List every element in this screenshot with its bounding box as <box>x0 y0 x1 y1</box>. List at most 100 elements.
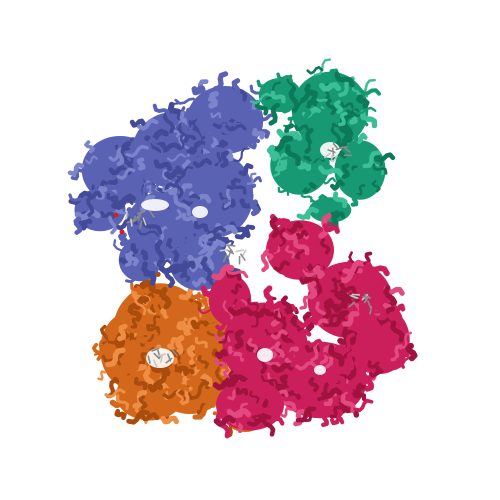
crimson-helix <box>293 238 310 256</box>
green-helix <box>310 166 322 186</box>
crimson-helix <box>214 357 226 369</box>
green-helix <box>356 93 370 109</box>
crimson-helix <box>222 374 247 388</box>
orange-helix <box>192 354 202 370</box>
blue-helix <box>116 167 136 180</box>
blue-helix <box>174 177 184 199</box>
crimson-helix <box>286 221 304 234</box>
crimson-helix <box>392 303 406 313</box>
blue-helix <box>178 133 187 151</box>
chain-green <box>249 58 396 231</box>
blue-helix <box>185 228 208 234</box>
green-helix <box>276 72 293 83</box>
blue-helix <box>173 194 191 217</box>
orange-helix <box>93 338 107 356</box>
green-helix <box>360 109 378 129</box>
green-helix <box>270 135 294 153</box>
crimson-helix <box>390 320 405 343</box>
blue-helix <box>248 137 261 150</box>
green-helix <box>266 144 280 162</box>
blue-helix <box>224 147 235 162</box>
orange-helix <box>160 415 179 425</box>
blue-helix <box>136 229 160 237</box>
blue-helix <box>180 122 201 143</box>
crimson-helix <box>368 343 379 352</box>
orange-helix <box>130 335 146 348</box>
blue-helix <box>231 78 241 97</box>
crimson-helix <box>319 238 331 255</box>
orange-helix <box>190 381 210 400</box>
orange-helix <box>134 294 147 316</box>
blue-helix <box>213 71 229 92</box>
ligand-bond <box>362 295 371 299</box>
blue-helix <box>123 175 136 187</box>
orange-helix <box>146 324 161 334</box>
crimson-helix <box>390 362 405 371</box>
blue-helix <box>181 212 198 225</box>
blue-helix <box>130 244 149 258</box>
ligand-bond <box>367 300 372 309</box>
crimson-helix <box>322 223 340 234</box>
cavity <box>192 206 208 218</box>
blue-helix <box>220 150 230 169</box>
ligand-bond <box>323 152 332 159</box>
crimson-helix <box>327 370 347 387</box>
blue-helix <box>223 185 234 208</box>
crimson-helix <box>260 251 269 273</box>
crimson-helix <box>304 344 321 353</box>
blue-helix <box>257 123 271 139</box>
blue-helix <box>193 220 209 232</box>
orange-helix <box>180 301 199 311</box>
crimson-helix <box>269 216 280 239</box>
blue-helix <box>204 233 223 243</box>
crimson-helix <box>322 284 335 292</box>
blue-helix <box>249 199 260 217</box>
green-helix <box>288 86 300 113</box>
ligand-bond <box>126 218 135 224</box>
blue-helix <box>67 162 85 177</box>
green-helix <box>304 127 314 154</box>
crimson-helix <box>214 333 231 343</box>
orange-helix <box>105 347 126 368</box>
crimson-helix <box>293 408 306 427</box>
orange-helix <box>138 352 148 365</box>
crimson-helix <box>340 284 357 294</box>
blue-helix <box>125 270 146 284</box>
crimson-helix <box>360 367 370 386</box>
orange-helix <box>91 342 103 361</box>
blue-helix <box>153 159 173 172</box>
orange-helix <box>171 361 190 377</box>
ligand-bond <box>351 293 361 296</box>
ligand-bond <box>134 214 140 222</box>
green-helix <box>294 124 310 132</box>
crimson-helix <box>273 260 291 273</box>
green-helix <box>354 132 368 144</box>
crimson-helix <box>342 311 360 327</box>
green-helix <box>325 98 337 116</box>
orange-helix <box>186 368 213 381</box>
orange-helix <box>189 295 202 310</box>
crimson-helix <box>344 350 357 373</box>
orange-helix <box>126 409 150 425</box>
blue-helix <box>207 171 222 184</box>
crimson-helix <box>287 377 301 395</box>
orange-helix <box>175 389 184 404</box>
green-helix <box>318 193 328 206</box>
crimson-helix <box>222 300 234 323</box>
crimson-helix <box>405 342 418 362</box>
green-helix <box>270 90 286 104</box>
crimson-helix <box>296 229 309 240</box>
crimson-helix <box>296 316 319 329</box>
green-helix <box>313 58 332 76</box>
green-helix <box>342 151 358 165</box>
ligand-bond <box>153 352 160 360</box>
blue-helix <box>252 127 265 140</box>
orange-helix <box>166 308 181 318</box>
crimson-helix <box>241 325 251 347</box>
ligand-bond <box>157 353 167 357</box>
blue-helix <box>90 167 107 186</box>
ligand-bond <box>149 210 155 218</box>
crimson-helix <box>252 307 271 319</box>
orange-helix <box>169 301 189 310</box>
blue-helix <box>191 85 206 96</box>
